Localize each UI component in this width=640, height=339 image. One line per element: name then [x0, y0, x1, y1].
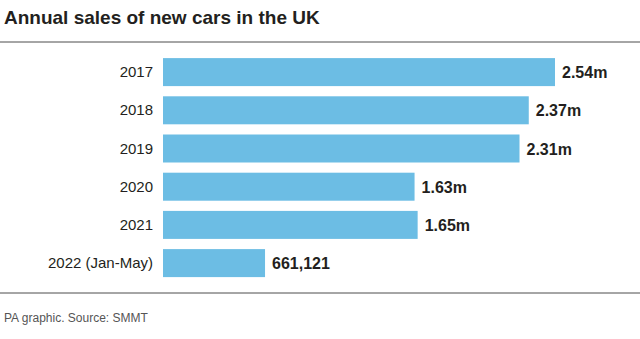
category-label: 2022 (Jan-May): [48, 254, 153, 271]
title: Annual sales of new cars in the UK: [4, 7, 320, 28]
bar: [163, 173, 415, 201]
data-label: 661,121: [272, 255, 330, 272]
category-label: 2020: [120, 178, 153, 195]
category-label: 2019: [120, 140, 153, 157]
bar: [163, 249, 265, 277]
top-rule: [0, 42, 640, 43]
data-label: 2.37m: [536, 102, 581, 119]
category-label: 2017: [120, 63, 153, 80]
bottom-rule: [0, 293, 640, 294]
category-label: 2018: [120, 101, 153, 118]
labels: 2017 2.54m 2018 2.37m 2019 2.31m 2020 1.63m 2021…: [48, 63, 607, 272]
category-label: 2021: [120, 216, 153, 233]
bars: [163, 58, 555, 277]
bar: [163, 135, 520, 163]
bar: [163, 58, 555, 86]
source: PA graphic. Source: SMMT: [4, 311, 149, 325]
bar: [163, 211, 418, 239]
bar: [163, 96, 529, 124]
data-label: 1.63m: [422, 179, 467, 196]
data-label: 1.65m: [425, 217, 470, 234]
data-label: 2.31m: [527, 141, 572, 158]
chart: Annual sales of new cars in the UK PA gra…: [0, 0, 640, 339]
data-label: 2.54m: [562, 64, 607, 81]
